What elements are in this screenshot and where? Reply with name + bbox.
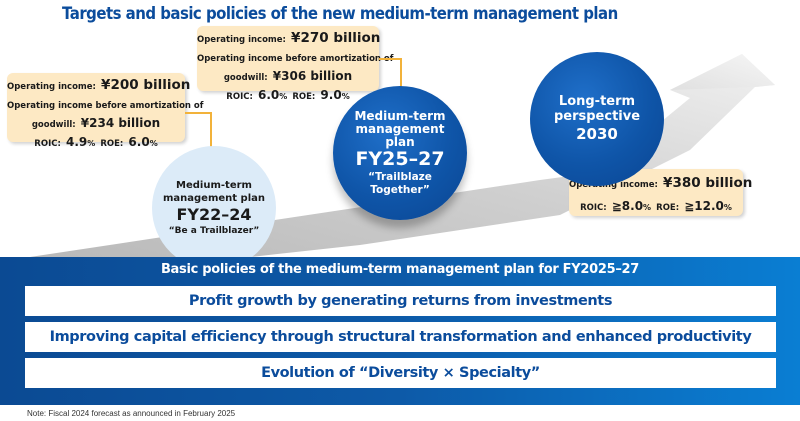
roic-value: 6.0 (257, 88, 280, 102)
policy-item: Improving capital efficiency through str… (25, 322, 776, 352)
policy-item: Profit growth by generating returns from… (25, 286, 776, 316)
circle-line1: Medium-term (176, 179, 252, 191)
footnote: Note: Fiscal 2024 forecast as announced … (27, 409, 236, 418)
circle-line2: management (355, 121, 445, 136)
circle-line2: perspective (553, 108, 641, 124)
roe-value: 6.0 (128, 135, 150, 149)
policy-item-text: Improving capital efficiency through str… (49, 329, 752, 345)
roic-value: 4.9 (65, 135, 88, 149)
circle-line1: Long-term (558, 93, 636, 109)
circle-year: 2030 (576, 124, 618, 143)
arrow-head (670, 54, 775, 90)
amort-value: ¥234 billion (80, 116, 161, 130)
policy-item-text: Profit growth by generating returns from… (188, 293, 613, 309)
roic-label: ROIC: (580, 203, 607, 213)
policy-item-text: Evolution of “Diversity × Specialty” (261, 365, 540, 381)
connector-fy22-24-h (185, 112, 211, 114)
amort-label: Operating income before amortization of (197, 54, 394, 64)
amort-value: ¥306 billion (272, 69, 353, 83)
circle-slogan-2: Together” (370, 183, 430, 196)
op-income-value: ¥380 billion (663, 175, 753, 191)
callout-fy25-27: Operating income: ¥270 billion Operating… (197, 26, 393, 102)
roic-label: ROIC: (34, 139, 61, 149)
circle-period: FY22–24 (176, 204, 252, 224)
roe-label: ROE: (100, 139, 124, 149)
roe-value: ≧12.0 (684, 199, 724, 213)
op-income-label: Operating income: (7, 82, 96, 92)
page-title: Targets and basic policies of the new me… (62, 4, 618, 24)
milestone-circle-fy25-27: Medium-term management plan FY25–27 “Tra… (333, 86, 467, 220)
roic-value: ≧8.0 (611, 199, 644, 213)
policies-heading: Basic policies of the medium-term manage… (160, 262, 640, 277)
roe-value: 9.0 (320, 88, 342, 102)
callout-fy22-24: Operating income: ¥200 billion Operating… (7, 73, 203, 149)
roe-label: ROE: (656, 203, 680, 213)
amort-label-2: goodwill: (223, 73, 268, 83)
circle-line2: management plan (162, 192, 265, 204)
amort-label-2: goodwill: (31, 120, 76, 130)
policy-item: Evolution of “Diversity × Specialty” (25, 358, 776, 388)
circle-period: FY25–27 (355, 147, 445, 170)
circle-line1: Medium-term (354, 108, 446, 123)
op-income-value: ¥200 billion (101, 77, 191, 93)
op-income-label: Operating income: (197, 35, 286, 45)
circle-line3: plan (385, 134, 415, 149)
connector-fy25-27-v (400, 58, 402, 102)
connector-fy22-24-v (210, 112, 212, 170)
op-income-label: Operating income: (569, 180, 658, 190)
connector-fy25-27-h (379, 58, 401, 60)
circle-slogan: “Be a Trailblazer” (168, 225, 260, 236)
amort-label: Operating income before amortization of (7, 101, 204, 111)
circle-slogan-1: “Trailblaze (368, 170, 432, 183)
roic-label: ROIC: (226, 92, 253, 102)
milestone-circle-2030: Long-term perspective 2030 (530, 52, 664, 186)
op-income-value: ¥270 billion (291, 30, 381, 46)
milestone-circle-fy22-24: Medium-term management plan FY22–24 “Be … (152, 146, 276, 270)
roe-label: ROE: (292, 92, 316, 102)
